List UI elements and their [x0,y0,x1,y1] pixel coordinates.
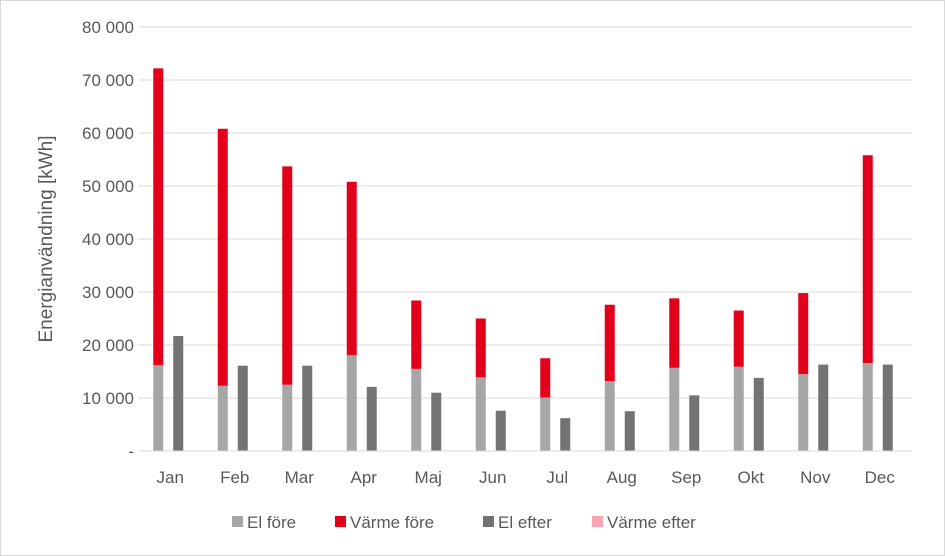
bar-el-efter-jul [560,418,571,451]
y-tick-label: 40 000 [82,230,134,249]
bar-el-efter-jun [495,410,506,451]
x-tick-label: Apr [351,468,378,487]
x-tick-label: Nov [800,468,831,487]
bar-el-efter-feb [237,365,248,451]
bar-el-f-re-mar [282,384,293,451]
bar-el-f-re-okt [733,366,744,451]
bar-el-efter-okt [753,377,764,451]
bar-el-f-re-maj [411,368,422,451]
x-tick-label: Sep [671,468,701,487]
bar-v-rme-f-re-feb [217,128,228,386]
x-tick-label: Aug [607,468,637,487]
bar-v-rme-f-re-dec [862,155,873,364]
x-tick-label: Mar [285,468,315,487]
x-tick-label: Jun [479,468,506,487]
y-axis-ticks: - 10 000 20 000 30 000 40 000 50 000 60 000 70 … [82,18,134,461]
bar-el-f-re-apr [346,355,357,451]
bar-el-efter-aug [624,411,635,451]
y-axis-title: Energianvändning [kWh] [36,135,57,342]
x-tick-label: Maj [415,468,442,487]
y-tick-label: 20 000 [82,336,134,355]
bar-v-rme-f-re-okt [733,310,744,367]
legend-swatch [483,516,494,527]
bar-v-rme-f-re-sep [669,298,680,368]
legend-swatch [592,516,603,527]
bar-el-f-re-jul [540,397,551,451]
bar-v-rme-f-re-jul [540,358,551,398]
bar-el-efter-maj [431,392,442,451]
y-tick-label: - [128,442,134,461]
legend-label: Värme före [350,513,434,532]
bar-v-rme-f-re-maj [411,300,422,369]
legend-label: El före [247,513,296,532]
bar-v-rme-f-re-nov [798,293,809,375]
y-tick-label: 60 000 [82,124,134,143]
bar-v-rme-f-re-mar [282,166,293,385]
y-tick-label: 10 000 [82,389,134,408]
legend-label: Värme efter [607,513,696,532]
bar-v-rme-f-re-jan [153,68,164,366]
legend-swatch [232,516,243,527]
bar-el-efter-dec [882,364,893,451]
bar-el-f-re-nov [798,374,809,451]
bar-el-efter-nov [818,364,829,451]
y-tick-label: 80 000 [82,18,134,37]
bar-el-f-re-jun [475,377,486,451]
gridlines [138,26,912,399]
x-axis-ticks: Jan Feb Mar Apr Maj Jun Jul Aug Sep Okt Nov Dec [157,468,896,487]
x-tick-label: Jul [546,468,568,487]
bar-v-rme-f-re-jun [475,318,486,378]
bar-el-efter-sep [689,395,700,451]
bar-el-f-re-feb [217,385,228,451]
bar-el-f-re-jan [153,365,164,451]
bar-el-f-re-aug [604,381,615,451]
x-tick-label: Feb [220,468,249,487]
bar-v-rme-f-re-apr [346,181,357,356]
legend-swatch [335,516,346,527]
legend: El före Värme före El efter Värme efter [232,513,696,532]
x-tick-label: Okt [738,468,765,487]
x-tick-label: Dec [865,468,896,487]
bar-el-efter-mar [302,365,313,451]
x-tick-label: Jan [157,468,184,487]
bar-el-efter-apr [366,386,377,451]
bars [153,68,893,451]
bar-el-f-re-dec [862,363,873,451]
bar-el-f-re-sep [669,367,680,451]
bar-el-efter-jan [173,335,184,451]
legend-label: El efter [498,513,552,532]
y-tick-label: 30 000 [82,283,134,302]
y-tick-label: 70 000 [82,71,134,90]
y-tick-label: 50 000 [82,177,134,196]
bar-v-rme-f-re-aug [604,304,615,382]
